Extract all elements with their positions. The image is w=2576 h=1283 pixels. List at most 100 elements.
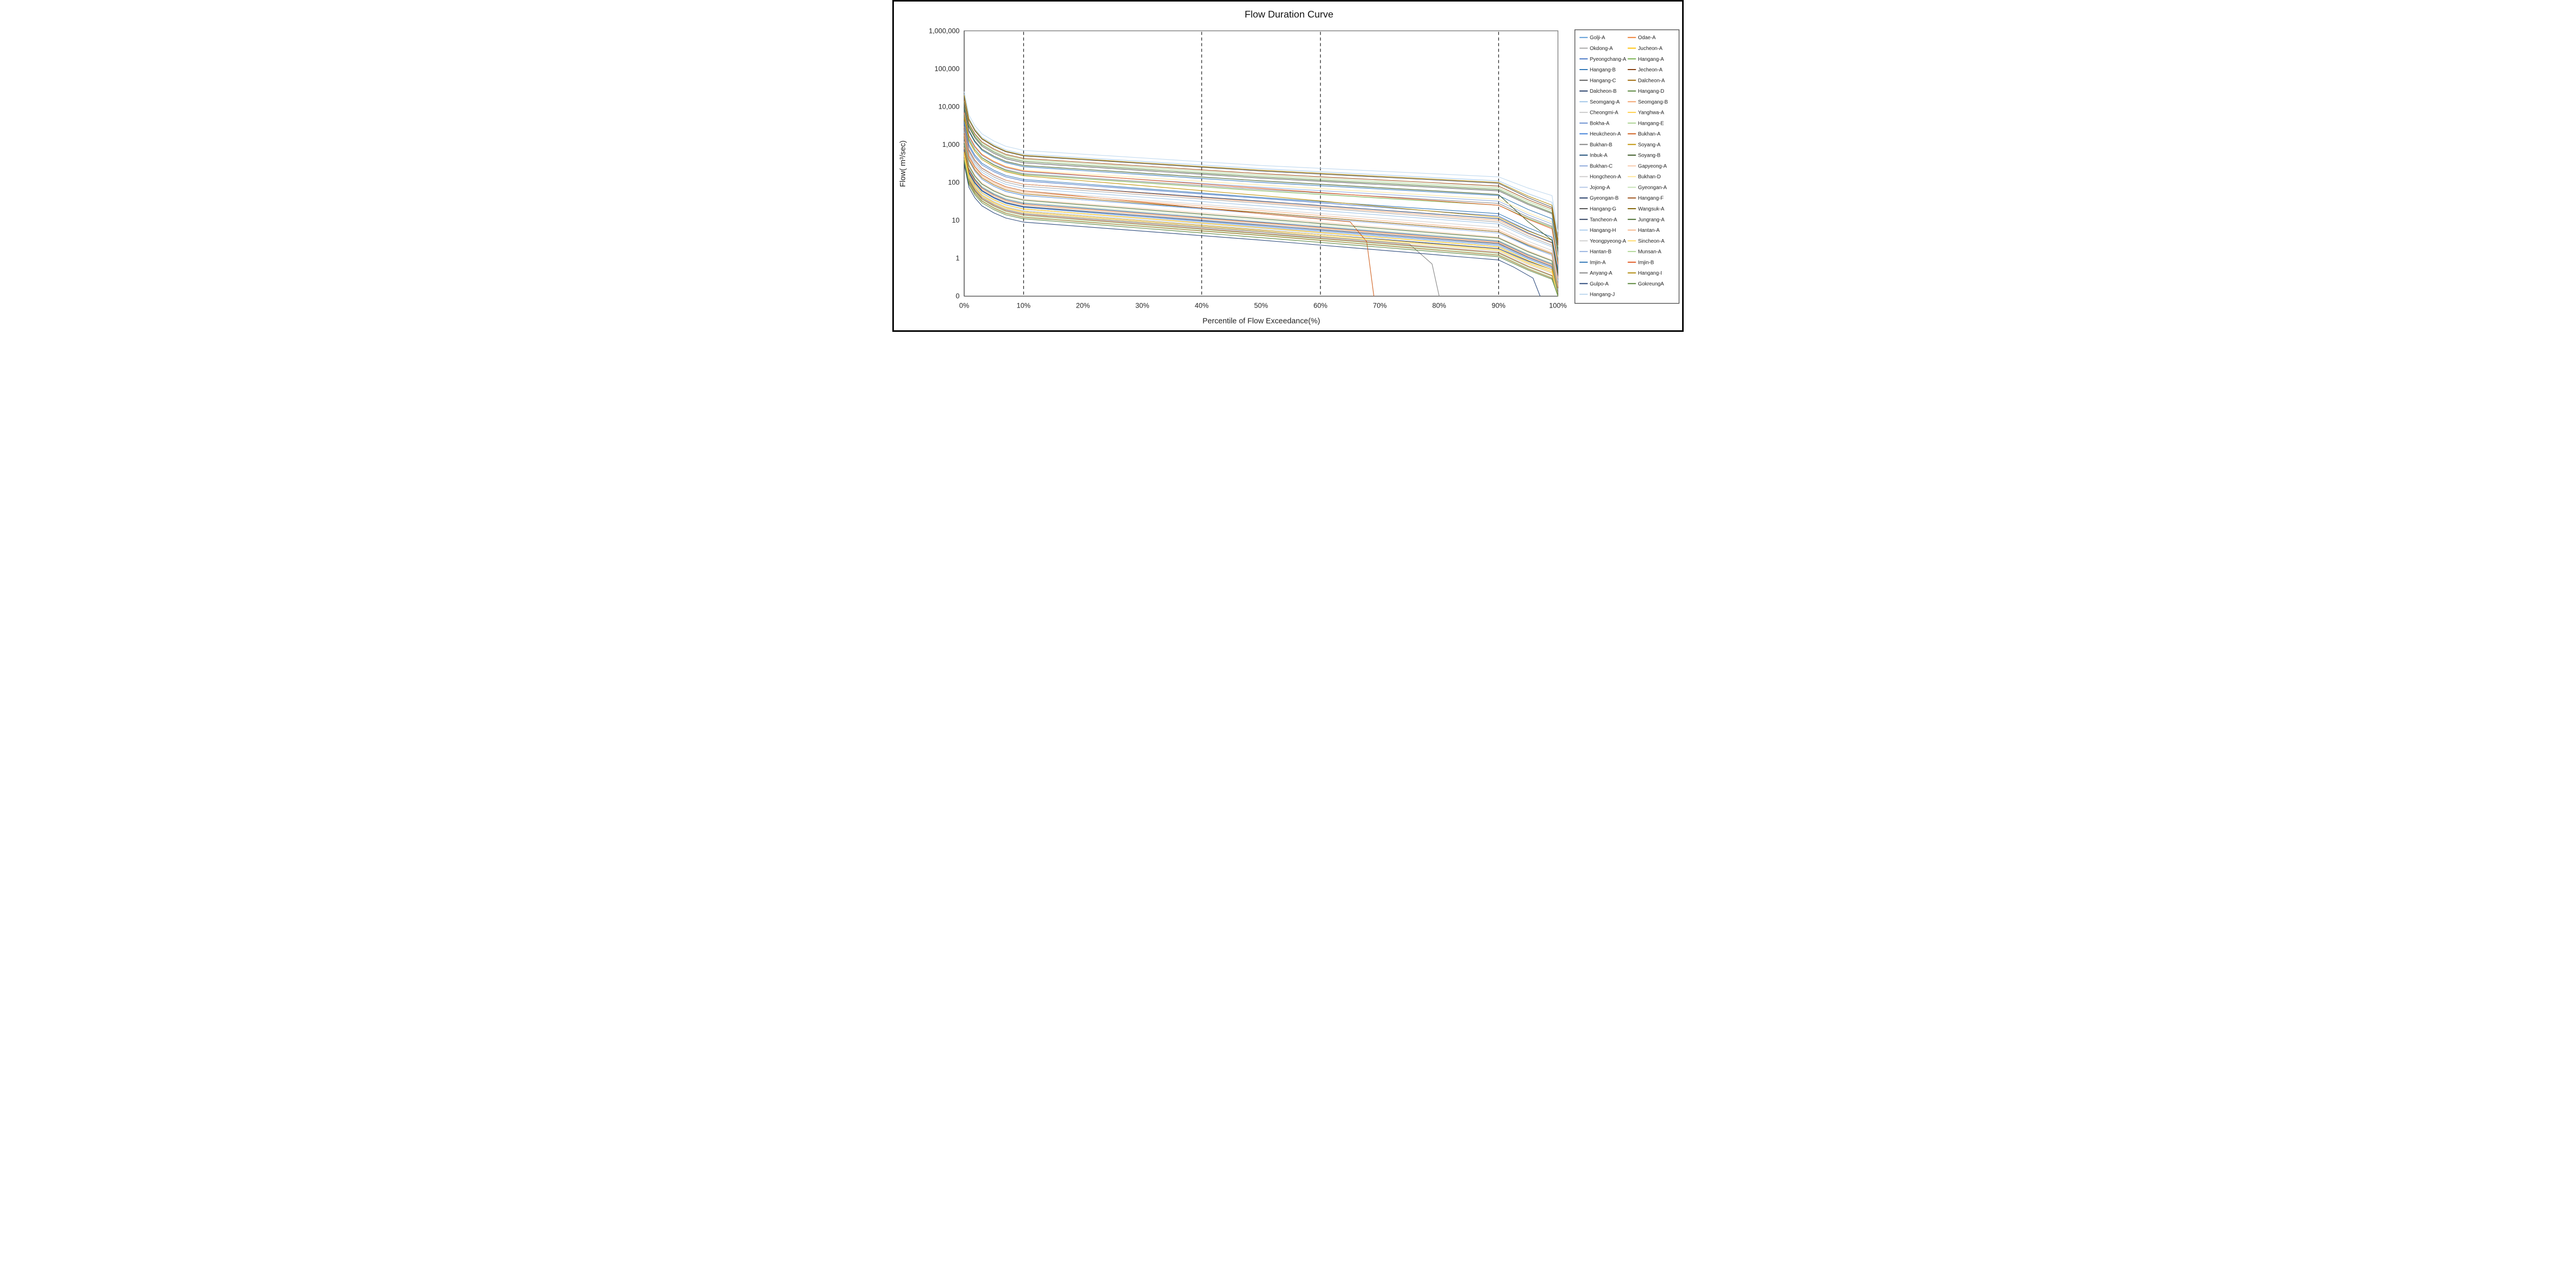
legend-item: Soyang-B	[1628, 153, 1660, 159]
series-line-imjin-b	[963, 112, 1558, 264]
series-line-okdong-a	[963, 129, 1558, 278]
legend-label: Bukhan-C	[1590, 163, 1613, 169]
legend-label: Hantan-A	[1638, 228, 1659, 233]
flow-duration-chart: Flow Duration Curve Flow( m³/sec) Percen…	[899, 9, 1680, 326]
legend-item: Hantan-A	[1628, 228, 1660, 233]
series-line-soyang-b	[963, 107, 1558, 274]
legend-label: Imjin-A	[1590, 260, 1606, 265]
x-tick-label: 10%	[1016, 302, 1030, 310]
legend-item: Hangang-G	[1579, 207, 1616, 212]
legend-item: Hangang-I	[1628, 271, 1662, 276]
legend-label: Bokha-A	[1590, 121, 1610, 126]
legend-label: Odae-A	[1638, 35, 1656, 41]
legend-item: Jungrang-A	[1628, 217, 1665, 223]
legend-item: Soyang-A	[1628, 142, 1660, 148]
legend-label: Hantan-B	[1590, 249, 1612, 255]
legend-label: Jucheon-A	[1638, 46, 1663, 52]
plot-area-frame	[963, 30, 1558, 297]
series-line-gulpo-a	[963, 164, 1540, 296]
x-axis-label: Percentile of Flow Exceedance(%)	[1202, 317, 1320, 326]
legend-item: Seomgang-B	[1628, 99, 1668, 105]
x-tick-label: 70%	[1373, 302, 1387, 310]
legend-item: Gyeongan-A	[1628, 185, 1667, 191]
series-lines	[963, 91, 1558, 296]
legend-label: Imjin-B	[1638, 260, 1654, 265]
legend-label: Hangang-G	[1590, 207, 1616, 212]
series-line-jecheon-a	[963, 157, 1558, 296]
dashed-gridlines	[1023, 31, 1499, 296]
legend-label: Inbuk-A	[1590, 153, 1608, 159]
y-tick-label: 100,000	[935, 65, 960, 73]
legend-label: Hangang-B	[1590, 67, 1616, 73]
series-line-hangang-e	[963, 101, 1558, 247]
legend-box	[1574, 29, 1680, 304]
series-line-odae-a	[963, 147, 1558, 296]
x-axis-tick-labels: 0% 10% 20% 30% 40% 50% 60% 70% 80% 90% 100%	[959, 302, 1567, 310]
legend-item: Hangang-F	[1628, 196, 1664, 201]
chart-title: Flow Duration Curve	[1245, 9, 1333, 20]
series-line-gapyeong-a	[963, 141, 1558, 294]
series-line-bukhan-c	[963, 113, 1558, 259]
y-axis-label: Flow( m³/sec)	[899, 141, 907, 187]
legend-item: Hongcheon-A	[1579, 174, 1621, 180]
legend-item: Bukhan-D	[1628, 174, 1661, 180]
y-axis-tick-labels: 0 1 10 100 1,000 10,000 100,000 1,000,000	[929, 27, 960, 300]
series-line-sincheon-a	[963, 155, 1558, 296]
legend-item: Hangang-B	[1579, 67, 1616, 73]
legend-label: Munsan-A	[1638, 249, 1662, 255]
series-line-hantan-a	[963, 134, 1558, 287]
legend-item: Yanghwa-A	[1628, 110, 1664, 116]
series-line-heukcheon-a	[963, 150, 1558, 296]
legend-item: Bokha-A	[1579, 121, 1610, 126]
legend-label: Yanghwa-A	[1638, 110, 1664, 116]
series-line-jungrang-a	[963, 143, 1558, 295]
legend-label: Hangang-D	[1638, 89, 1664, 94]
legend-item: Heukcheon-A	[1579, 131, 1621, 137]
y-tick-label: 0	[956, 292, 959, 300]
y-tick-label: 1	[956, 255, 959, 262]
legend-item: Sincheon-A	[1628, 239, 1665, 244]
y-tick-label: 10	[952, 216, 960, 224]
legend-item: Gapyeong-A	[1628, 163, 1667, 169]
legend-label: Jojong-A	[1590, 185, 1611, 191]
legend-item: Dalcheon-A	[1628, 78, 1665, 83]
legend-item: Hantan-B	[1579, 249, 1612, 255]
y-tick-label: 1,000	[942, 141, 960, 148]
legend-item: Hangang-J	[1579, 292, 1615, 298]
series-line-hangang-i	[963, 95, 1558, 241]
series-line-hangang-b	[963, 108, 1558, 256]
legend-item: Hangang-H	[1579, 228, 1616, 233]
series-line-yanghwa-a	[963, 154, 1558, 296]
x-tick-label: 30%	[1136, 302, 1149, 310]
legend-item: Seomgang-A	[1579, 99, 1620, 105]
series-line-wangsuk-a	[963, 159, 1558, 296]
legend-label: Bukhan-B	[1590, 142, 1613, 148]
legend-label: Dalcheon-B	[1590, 89, 1617, 94]
legend-item: Bukhan-A	[1628, 131, 1660, 137]
legend-item: Cheongmi-A	[1579, 110, 1618, 116]
legend-label: Tancheon-A	[1590, 217, 1617, 223]
series-line-bukhan-d	[963, 112, 1558, 257]
series-line-bukhan-b	[963, 116, 1558, 260]
legend-label: Hangang-E	[1638, 121, 1664, 126]
legend-item: Inbuk-A	[1579, 153, 1608, 159]
legend-item: Okdong-A	[1579, 46, 1613, 52]
legend-label: Gulpo-A	[1590, 281, 1609, 287]
series-line-hangang-f	[963, 99, 1558, 246]
legend-item: Yeongpyeong-A	[1579, 239, 1626, 244]
legend-item: Golji-A	[1579, 35, 1605, 41]
legend-label: Hangang-I	[1638, 271, 1662, 276]
series-line-hangang-c	[963, 104, 1558, 252]
legend-label: Hangang-H	[1590, 228, 1616, 233]
x-tick-label: 90%	[1492, 302, 1505, 310]
legend-label: Dalcheon-A	[1638, 78, 1665, 83]
legend-label: Gapyeong-A	[1638, 163, 1667, 169]
legend-item: Wangsuk-A	[1628, 207, 1665, 212]
series-line-munsan-a	[963, 158, 1558, 296]
series-line-hangang-j	[963, 91, 1558, 232]
legend-label: Hangang-A	[1638, 57, 1664, 62]
series-line-gokreunga	[963, 161, 1558, 296]
legend-label: Golji-A	[1590, 35, 1605, 41]
series-line-jucheon-a	[963, 151, 1558, 296]
series-line-inbuk-a	[963, 146, 1558, 296]
